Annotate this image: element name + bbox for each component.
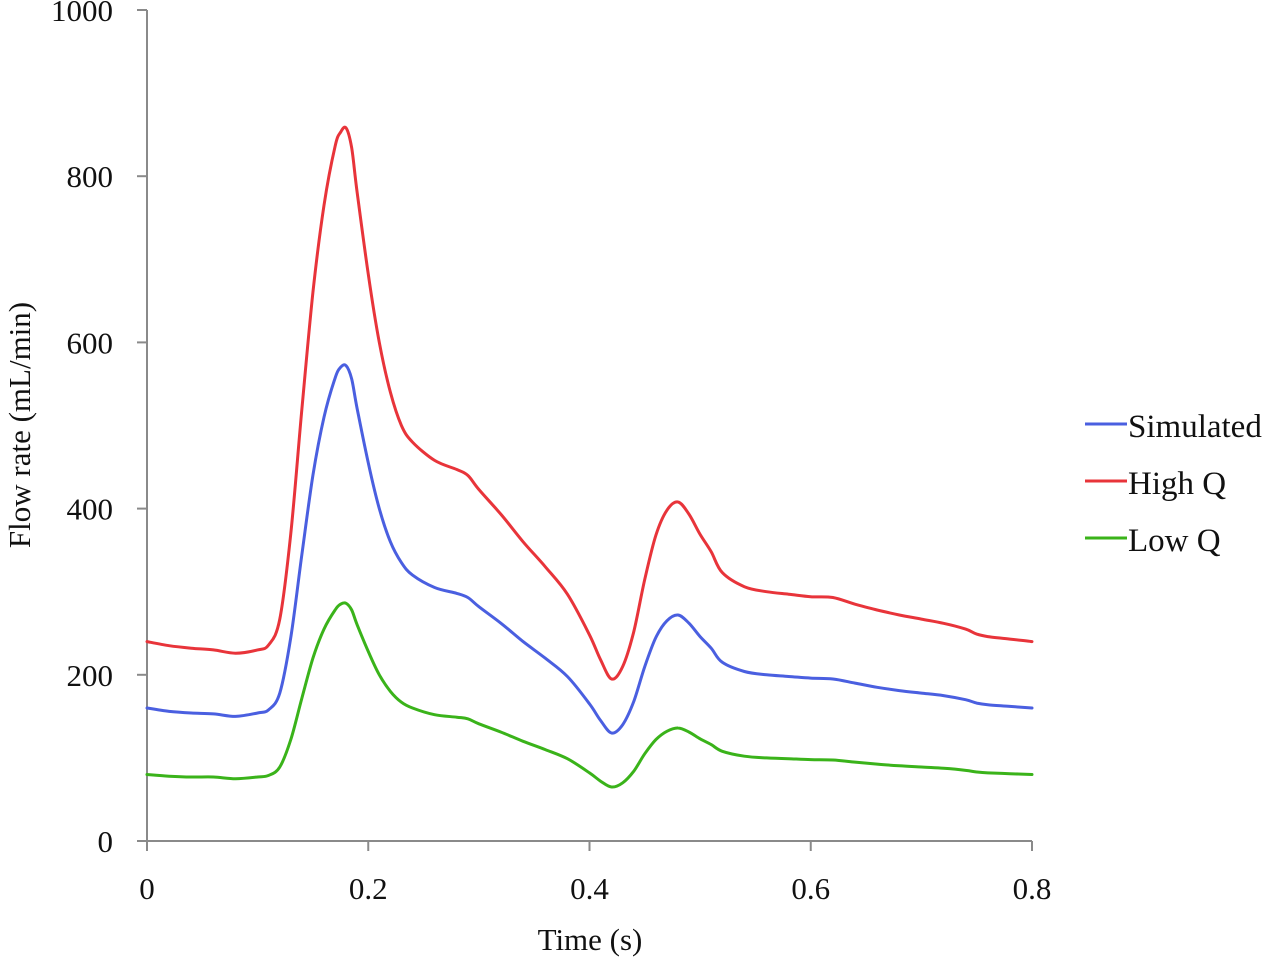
series-group bbox=[145, 125, 1034, 789]
y-tick-label: 800 bbox=[67, 159, 114, 194]
legend-label-low-q: Low Q bbox=[1128, 523, 1221, 559]
y-axis: 0 200 400 600 800 1000 bbox=[51, 0, 148, 859]
x-tick-label: 0 bbox=[139, 871, 155, 906]
y-tick-label: 600 bbox=[67, 325, 114, 360]
y-tick-label: 200 bbox=[67, 658, 114, 693]
x-tick-label: 0.8 bbox=[1013, 871, 1052, 906]
legend: Simulated High Q Low Q bbox=[1085, 409, 1262, 559]
legend-label-high-q: High Q bbox=[1128, 466, 1226, 502]
x-tick-label: 0.2 bbox=[349, 871, 388, 906]
x-axis-title: Time (s) bbox=[538, 922, 643, 957]
series-line-low-q bbox=[145, 601, 1034, 789]
x-tick-label: 0.4 bbox=[570, 871, 609, 906]
x-tick-label: 0.6 bbox=[791, 871, 830, 906]
y-tick-label: 1000 bbox=[51, 0, 113, 28]
legend-label-simulated: Simulated bbox=[1128, 409, 1262, 445]
series-line-simulated bbox=[145, 363, 1034, 735]
y-tick-label: 400 bbox=[67, 492, 114, 527]
y-axis-title: Flow rate (mL/min) bbox=[2, 302, 37, 548]
y-ticks: 0 200 400 600 800 1000 bbox=[51, 0, 147, 859]
series-line-high-q bbox=[145, 125, 1034, 681]
y-tick-label: 0 bbox=[98, 824, 114, 859]
x-ticks: 0 0.2 0.4 0.6 0.8 bbox=[139, 841, 1051, 906]
x-axis: 0 0.2 0.4 0.6 0.8 bbox=[139, 840, 1051, 906]
